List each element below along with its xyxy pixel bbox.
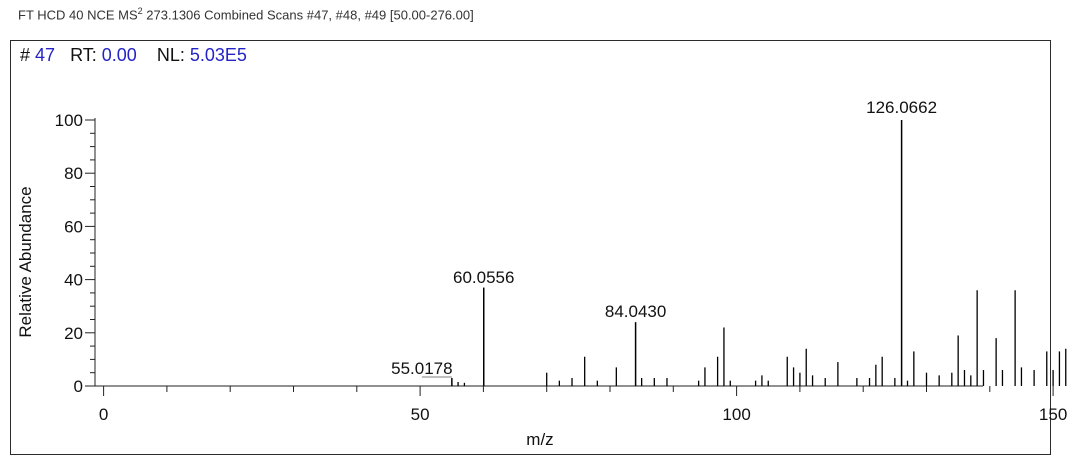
x-tick-label: 150 — [1039, 405, 1067, 424]
x-tick-label: 100 — [722, 405, 750, 424]
x-tick-label: 0 — [99, 405, 108, 424]
rt-label: RT: — [70, 45, 97, 65]
spectrum-panel — [10, 40, 1051, 455]
nl-value: 5.03E5 — [189, 45, 247, 65]
scan-description: FT HCD 40 NCE MS2 273.1306 Combined Scan… — [18, 6, 474, 22]
y-tick-label: 80 — [64, 164, 83, 183]
x-axis-title: m/z — [526, 430, 553, 449]
y-tick-label: 0 — [74, 377, 83, 396]
y-tick-label: 60 — [64, 217, 83, 236]
peak-label: 55.0178 — [391, 359, 452, 378]
peak-label: 84.0430 — [605, 302, 666, 321]
ms-level: 2 — [137, 6, 143, 16]
scan-number-label: # — [20, 45, 31, 65]
y-tick-label: 20 — [64, 324, 83, 343]
rt-value: 0.00 — [101, 45, 137, 65]
peak-label: 60.0556 — [453, 268, 514, 287]
y-tick-label: 100 — [55, 111, 83, 130]
peak-label: 126.0662 — [866, 98, 937, 117]
scan-description-suffix: 273.1306 Combined Scans #47, #48, #49 [5… — [142, 7, 474, 23]
nl-label: NL: — [156, 45, 185, 65]
scan-number-value: 47 — [35, 45, 56, 65]
y-axis-title: Relative Abundance — [16, 186, 35, 337]
y-tick-label: 40 — [64, 271, 83, 290]
scan-description-prefix: FT HCD 40 NCE MS — [18, 7, 138, 23]
scan-info-header: # 47 RT: 0.00 NL: 5.03E5 — [20, 45, 247, 66]
x-tick-label: 50 — [411, 405, 430, 424]
